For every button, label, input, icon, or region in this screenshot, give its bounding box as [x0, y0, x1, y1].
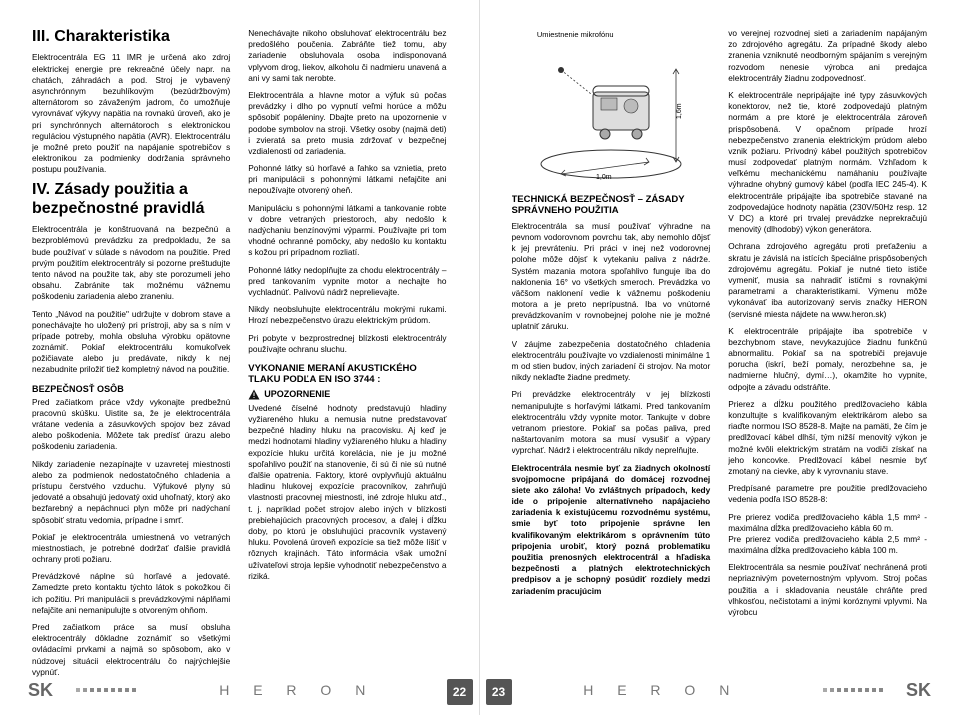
col2-p8: Pri pobyte v bezprostrednej blízkosti el…	[248, 333, 446, 355]
col2-p6: Pohonné látky nedoplňujte za chodu elekt…	[248, 265, 446, 299]
r2-p6: Predpísané parametre pre použitie predlž…	[728, 483, 927, 505]
mic-figure: Umiestnenie mikrofónu 1,6m 1,0m	[531, 34, 691, 184]
r2-p2: K elektrocentrále nepripájajte iné typy …	[728, 90, 927, 235]
col2-p4: Pohonné látky sú horľavé a ľahko sa vzni…	[248, 163, 446, 197]
right-col-2: vo verejnej rozvodnej sieti a zariadením…	[728, 28, 927, 687]
warn-label: UPOZORNENIE	[264, 389, 330, 399]
bezp-p1: Pred začiatkom práce vždy vykonajte pred…	[32, 397, 230, 453]
r-p2: V záujme zabezpečenia dostatočného chlad…	[512, 339, 711, 384]
sec4-p2: Tento „Návod na použitie" udržujte v dob…	[32, 309, 230, 376]
brand-right: H E R O N	[508, 682, 816, 698]
dots-icon-right	[823, 688, 883, 692]
warn-p1: Uvedené číselné hodnoty predstavujú hlad…	[248, 403, 446, 582]
r-p4: Elektrocentrála nesmie byť za žiadnych o…	[512, 463, 711, 597]
r2-p8: Elektrocentrála sa nesmie používať nechr…	[728, 562, 927, 618]
r2-p7: Pre prierez vodiča predlžovacieho kábla …	[728, 512, 927, 557]
lang-code-right: SK	[891, 680, 931, 701]
page-number-right: 23	[486, 679, 512, 705]
section-3-title: III. Charakteristika	[32, 28, 230, 46]
right-col-1: Umiestnenie mikrofónu 1,6m 1,0m	[512, 28, 711, 687]
right-columns: Umiestnenie mikrofónu 1,6m 1,0m	[512, 28, 928, 687]
col2-p7: Nikdy neobsluhujte elektrocentrálu mokrý…	[248, 304, 446, 326]
col2-p2: Nenechávajte nikoho obsluhovať elektroce…	[248, 28, 446, 84]
bezp-p4: Prevádzkové náplne sú horľavé a jedovaté…	[32, 571, 230, 616]
r2-p3: Ochrana zdrojového agregátu proti preťaž…	[728, 241, 927, 319]
footer-right: H E R O N SK	[480, 679, 959, 701]
dots-icon	[76, 688, 136, 692]
bezp-title: BEZPEČNOSŤ OSÔB	[32, 384, 230, 394]
page-number-left: 22	[447, 679, 473, 705]
warn-row: UPOZORNENIE	[248, 389, 446, 400]
generator-diagram-icon: 1,6m 1,0m	[531, 34, 691, 184]
r2-p4: K elektrocentrále pripájajte iba spotreb…	[728, 326, 927, 393]
brand-left: H E R O N	[144, 682, 451, 698]
dim-h-label: 1,0m	[596, 174, 612, 181]
sec4-p1: Elektrocentrála je konštruovaná na bezpe…	[32, 224, 230, 302]
col2-p3: Elektrocentrála a hlavne motor a výfuk s…	[248, 90, 446, 157]
page-right: Umiestnenie mikrofónu 1,6m 1,0m	[480, 0, 959, 715]
left-columns: III. Charakteristika Elektrocentrála EG …	[32, 28, 447, 687]
tech-title: TECHNICKÁ BEZPEČNOSŤ – ZÁSADY SPRÁVNEHO …	[512, 194, 711, 217]
sec3-p1: Elektrocentrála EG 11 IMR je určená ako …	[32, 52, 230, 175]
akust-title: VYKONANIE MERANÍ AKUSTICKÉHO TLAKU PODĽA…	[248, 363, 446, 385]
col2-p1: Pred začiatkom práce sa musí obsluha ele…	[32, 622, 230, 678]
bezp-p3: Pokiaľ je elektrocentrála umiestnená vo …	[32, 532, 230, 566]
footer-left: SK H E R O N	[0, 679, 479, 701]
fig-caption: Umiestnenie mikrofónu	[537, 30, 614, 39]
r2-p1: vo verejnej rozvodnej sieti a zariadením…	[728, 28, 927, 84]
section-4-title: IV. Zásady použitia a bezpečnostné pravi…	[32, 181, 230, 218]
bezp-p2: Nikdy zariadenie nezapínajte v uzavretej…	[32, 459, 230, 526]
lang-code-left: SK	[28, 680, 68, 701]
r2-p5: Prierez a dĺžku použitého predlžovacieho…	[728, 399, 927, 477]
r-p1: Elektrocentrála sa musí používať výhradn…	[512, 221, 711, 333]
col2-p5: Manipuláciu s pohonnými látkami a tankov…	[248, 203, 446, 259]
page-left: III. Charakteristika Elektrocentrála EG …	[0, 0, 480, 715]
r-p3: Pri prevádzke elektrocentrály v jej blíz…	[512, 389, 711, 456]
dim-v-label: 1,6m	[676, 103, 683, 119]
warning-icon	[248, 389, 260, 400]
